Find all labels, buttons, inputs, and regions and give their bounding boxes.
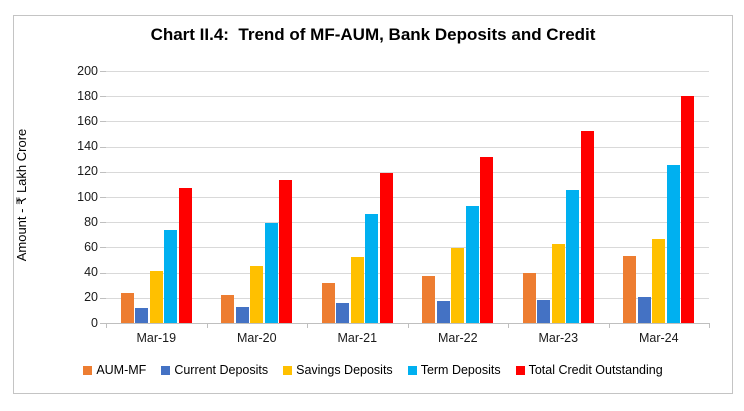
gridline: [106, 146, 709, 148]
legend-label: Current Deposits: [174, 363, 269, 377]
bar-current-deposits: [436, 301, 450, 323]
legend-item: Savings Deposits: [283, 363, 393, 377]
legend-swatch: [407, 365, 417, 375]
bar-total-credit-outstanding: [178, 188, 192, 323]
bar-aum-mf: [221, 294, 235, 323]
bar-savings-deposits: [149, 271, 163, 323]
legend-label: Term Deposits: [420, 363, 501, 377]
bar-term-deposits: [164, 230, 178, 323]
legend-label: Total Credit Outstanding: [528, 363, 663, 377]
bar-savings-deposits: [451, 248, 465, 323]
y-tick-label: 20: [84, 290, 98, 305]
y-tick-mark: [100, 297, 106, 299]
y-tick-mark: [100, 121, 106, 123]
x-axis-label: Mar-24: [638, 331, 679, 345]
bar-current-deposits: [235, 306, 249, 323]
bar-savings-deposits: [551, 243, 565, 323]
x-tick-mark: [608, 323, 610, 328]
bar-term-deposits: [264, 222, 278, 323]
gridline: [106, 222, 709, 224]
legend-item: Current Deposits: [161, 363, 268, 377]
bar-aum-mf: [623, 255, 637, 323]
bar-current-deposits: [637, 297, 651, 323]
legend-label: Savings Deposits: [296, 363, 393, 377]
gridline: [106, 121, 709, 123]
y-tick-label: 40: [84, 265, 98, 280]
bar-total-credit-outstanding: [580, 131, 594, 323]
y-tick-label: 140: [77, 139, 98, 154]
bar-savings-deposits: [652, 238, 666, 323]
bar-current-deposits: [537, 300, 551, 323]
y-tick-mark: [100, 96, 106, 98]
bar-savings-deposits: [350, 256, 364, 323]
x-tick-mark: [709, 323, 710, 328]
bar-total-credit-outstanding: [681, 95, 695, 323]
x-axis-label: Mar-23: [538, 331, 579, 345]
bar-current-deposits: [336, 303, 350, 323]
y-tick-mark: [100, 146, 106, 148]
legend-swatch: [283, 365, 293, 375]
bar-savings-deposits: [250, 266, 264, 323]
y-tick-mark: [100, 323, 106, 324]
bar-total-credit-outstanding: [279, 180, 293, 323]
gridline: [106, 247, 709, 249]
y-tick-mark: [100, 71, 106, 72]
legend: AUM-MF Current Deposits Savings Deposits Te…: [14, 363, 732, 377]
y-tick-label: 200: [77, 63, 98, 78]
y-tick-label: 160: [77, 113, 98, 128]
x-tick-mark: [106, 323, 107, 328]
x-axis-label: Mar-20: [236, 331, 277, 345]
gridline: [106, 197, 709, 198]
legend-swatch: [83, 365, 93, 375]
x-axis-label: Mar-22: [437, 331, 478, 345]
gridline: [106, 272, 709, 274]
gridline: [106, 297, 709, 299]
legend-item: Total Credit Outstanding: [515, 363, 663, 377]
bar-aum-mf: [321, 283, 335, 323]
chart-title: Chart II.4: Trend of MF-AUM, Bank Deposi…: [150, 25, 596, 44]
legend-item: AUM-MF: [83, 363, 146, 377]
x-tick-mark: [307, 323, 308, 328]
bar-total-credit-outstanding: [379, 173, 393, 323]
bar-aum-mf: [422, 275, 436, 323]
chart-frame: Chart II.4: Trend of MF-AUM, Bank Deposi…: [13, 15, 733, 394]
y-tick-mark: [100, 272, 106, 274]
bar-aum-mf: [120, 293, 134, 323]
legend-swatch: [161, 365, 171, 375]
y-tick-label: 120: [77, 164, 98, 179]
gridline: [106, 71, 709, 72]
y-tick-label: 80: [84, 214, 98, 229]
bar-term-deposits: [465, 205, 479, 323]
y-tick-mark: [100, 247, 106, 249]
bar-aum-mf: [522, 273, 536, 323]
bar-term-deposits: [566, 189, 580, 323]
bar-total-credit-outstanding: [480, 157, 494, 323]
x-axis-label: Mar-19: [136, 331, 177, 345]
y-tick-mark: [100, 222, 106, 224]
legend-item: Term Deposits: [407, 363, 501, 377]
legend-label: AUM-MF: [96, 363, 147, 377]
x-tick-mark: [508, 323, 509, 328]
plot-area: [106, 71, 709, 323]
y-tick-mark: [100, 197, 106, 198]
x-axis-label: Mar-21: [337, 331, 378, 345]
bar-term-deposits: [666, 164, 680, 323]
x-tick-mark: [206, 323, 208, 328]
y-tick-label: 0: [91, 315, 98, 330]
y-tick-label: 100: [77, 189, 98, 204]
y-tick-mark: [100, 171, 106, 173]
y-tick-label: 60: [84, 239, 98, 254]
legend-swatch: [515, 365, 525, 375]
gridline: [106, 96, 709, 98]
x-tick-mark: [407, 323, 409, 328]
gridline: [106, 171, 709, 173]
y-tick-label: 180: [77, 88, 98, 103]
bar-term-deposits: [365, 214, 379, 323]
bar-current-deposits: [135, 308, 149, 323]
